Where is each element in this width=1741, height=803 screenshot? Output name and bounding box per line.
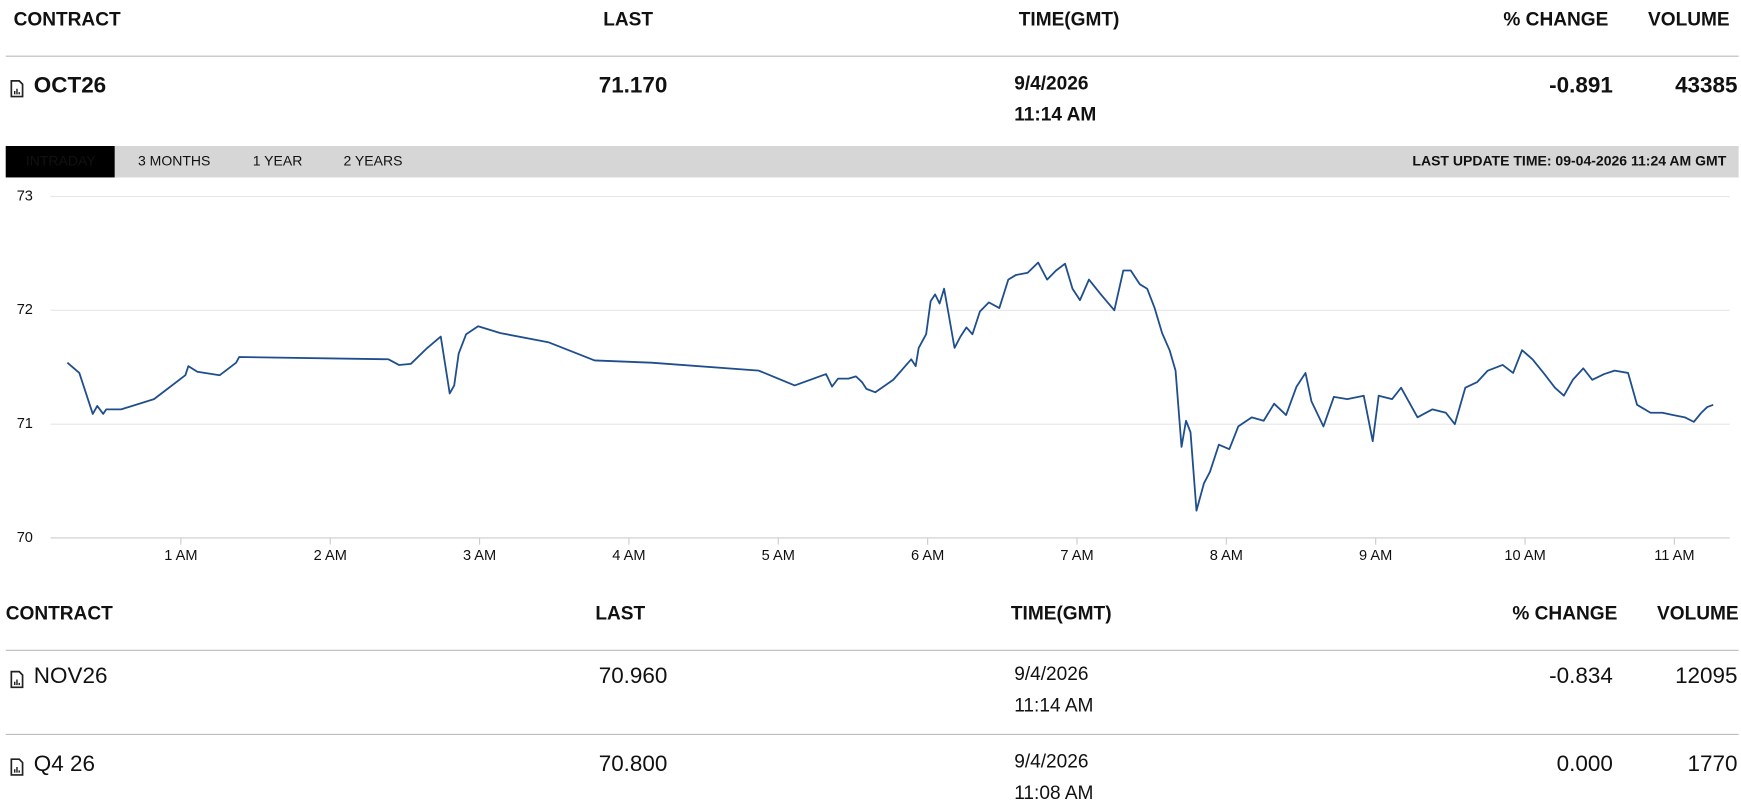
x-tick-label: 7 AM xyxy=(1060,548,1093,564)
last-price: 70.800 xyxy=(599,751,668,776)
last-price: 71.170 xyxy=(599,72,668,97)
chart-icon[interactable] xyxy=(10,80,24,98)
trade-date: 9/4/2026 xyxy=(1014,73,1088,94)
column-header: CONTRACT xyxy=(14,9,121,30)
column-header: % CHANGE xyxy=(1512,603,1617,624)
last-update: LAST UPDATE TIME: 09-04-2026 11:24 AM GM… xyxy=(1412,152,1726,168)
x-tick-label: 6 AM xyxy=(911,548,944,564)
chart-icon[interactable] xyxy=(10,670,24,689)
column-header: CONTRACT xyxy=(6,603,113,624)
chart-icon-bars xyxy=(13,88,20,95)
volume: 12095 xyxy=(1675,663,1737,688)
x-tick-label: 5 AM xyxy=(762,548,795,564)
x-tick-label: 10 AM xyxy=(1504,548,1545,564)
trade-time: 11:08 AM xyxy=(1014,783,1093,803)
x-tick-label: 11 AM xyxy=(1654,548,1694,564)
percent-change: -0.834 xyxy=(1549,663,1613,688)
x-tick-label: 3 AM xyxy=(463,548,496,564)
volume: 1770 xyxy=(1688,751,1738,776)
trade-time: 11:14 AM xyxy=(1014,695,1093,716)
column-header: LAST xyxy=(595,603,645,624)
column-header: VOLUME xyxy=(1657,603,1739,624)
x-tick-label: 2 AM xyxy=(314,548,347,564)
x-tick-label: 9 AM xyxy=(1359,548,1392,564)
column-header: TIME(GMT) xyxy=(1011,603,1112,624)
percent-change: -0.891 xyxy=(1549,72,1613,97)
range-tab[interactable]: 3 MONTHS xyxy=(138,152,210,168)
column-header: LAST xyxy=(603,9,653,30)
range-tab[interactable]: 2 YEARS xyxy=(344,152,403,168)
active-tab-bg xyxy=(5,146,115,178)
range-tab[interactable]: INTRADAY xyxy=(26,152,96,168)
chart-icon[interactable] xyxy=(10,758,24,776)
y-tick-label: 71 xyxy=(17,416,33,432)
contract-name[interactable]: NOV26 xyxy=(34,663,108,688)
contract-name[interactable]: Q4 26 xyxy=(34,751,95,776)
last-price: 70.960 xyxy=(599,663,668,688)
range-tab[interactable]: 1 YEAR xyxy=(253,152,303,168)
tab-bar xyxy=(5,146,1739,178)
column-header: VOLUME xyxy=(1648,9,1730,30)
chart-icon-bars xyxy=(13,767,20,773)
trade-date: 9/4/2026 xyxy=(1014,752,1088,773)
volume: 43385 xyxy=(1675,72,1737,97)
y-tick-label: 72 xyxy=(17,302,33,318)
x-tick-label: 8 AM xyxy=(1210,548,1243,564)
x-tick-label: 1 AM xyxy=(164,548,197,564)
price-line xyxy=(66,261,1714,512)
column-header: TIME(GMT) xyxy=(1019,9,1120,30)
chart-icon-bars xyxy=(13,679,20,686)
y-tick-label: 73 xyxy=(17,188,33,204)
column-header: % CHANGE xyxy=(1503,9,1608,30)
contract-name[interactable]: OCT26 xyxy=(34,72,106,97)
y-tick-label: 70 xyxy=(17,530,33,546)
percent-change: 0.000 xyxy=(1557,751,1613,776)
trade-time: 11:14 AM xyxy=(1014,105,1096,126)
x-tick-label: 4 AM xyxy=(612,548,645,564)
trade-date: 9/4/2026 xyxy=(1014,664,1088,685)
